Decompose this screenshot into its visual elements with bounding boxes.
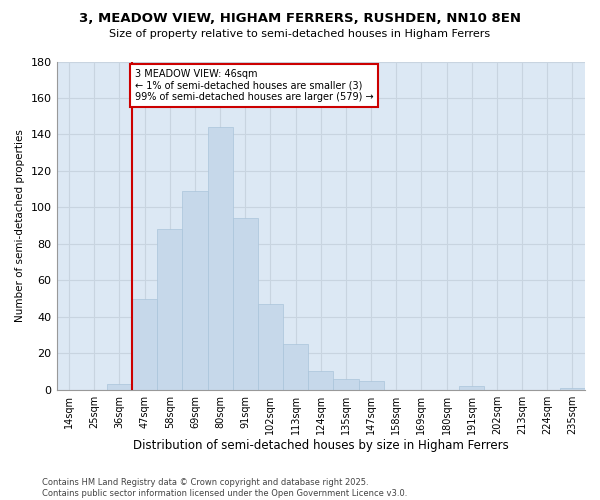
Bar — [359, 380, 383, 390]
Text: 3 MEADOW VIEW: 46sqm
← 1% of semi-detached houses are smaller (3)
99% of semi-de: 3 MEADOW VIEW: 46sqm ← 1% of semi-detach… — [134, 69, 373, 102]
Text: 3, MEADOW VIEW, HIGHAM FERRERS, RUSHDEN, NN10 8EN: 3, MEADOW VIEW, HIGHAM FERRERS, RUSHDEN,… — [79, 12, 521, 26]
Bar — [459, 386, 484, 390]
Bar — [132, 298, 157, 390]
Bar — [208, 127, 233, 390]
Y-axis label: Number of semi-detached properties: Number of semi-detached properties — [15, 129, 25, 322]
Bar — [182, 191, 208, 390]
Bar — [334, 379, 359, 390]
Bar — [157, 230, 182, 390]
X-axis label: Distribution of semi-detached houses by size in Higham Ferrers: Distribution of semi-detached houses by … — [133, 440, 509, 452]
Bar — [283, 344, 308, 390]
Bar — [258, 304, 283, 390]
Text: Contains HM Land Registry data © Crown copyright and database right 2025.
Contai: Contains HM Land Registry data © Crown c… — [42, 478, 407, 498]
Bar — [107, 384, 132, 390]
Bar — [233, 218, 258, 390]
Bar — [560, 388, 585, 390]
Bar — [308, 372, 334, 390]
Text: Size of property relative to semi-detached houses in Higham Ferrers: Size of property relative to semi-detach… — [109, 29, 491, 39]
